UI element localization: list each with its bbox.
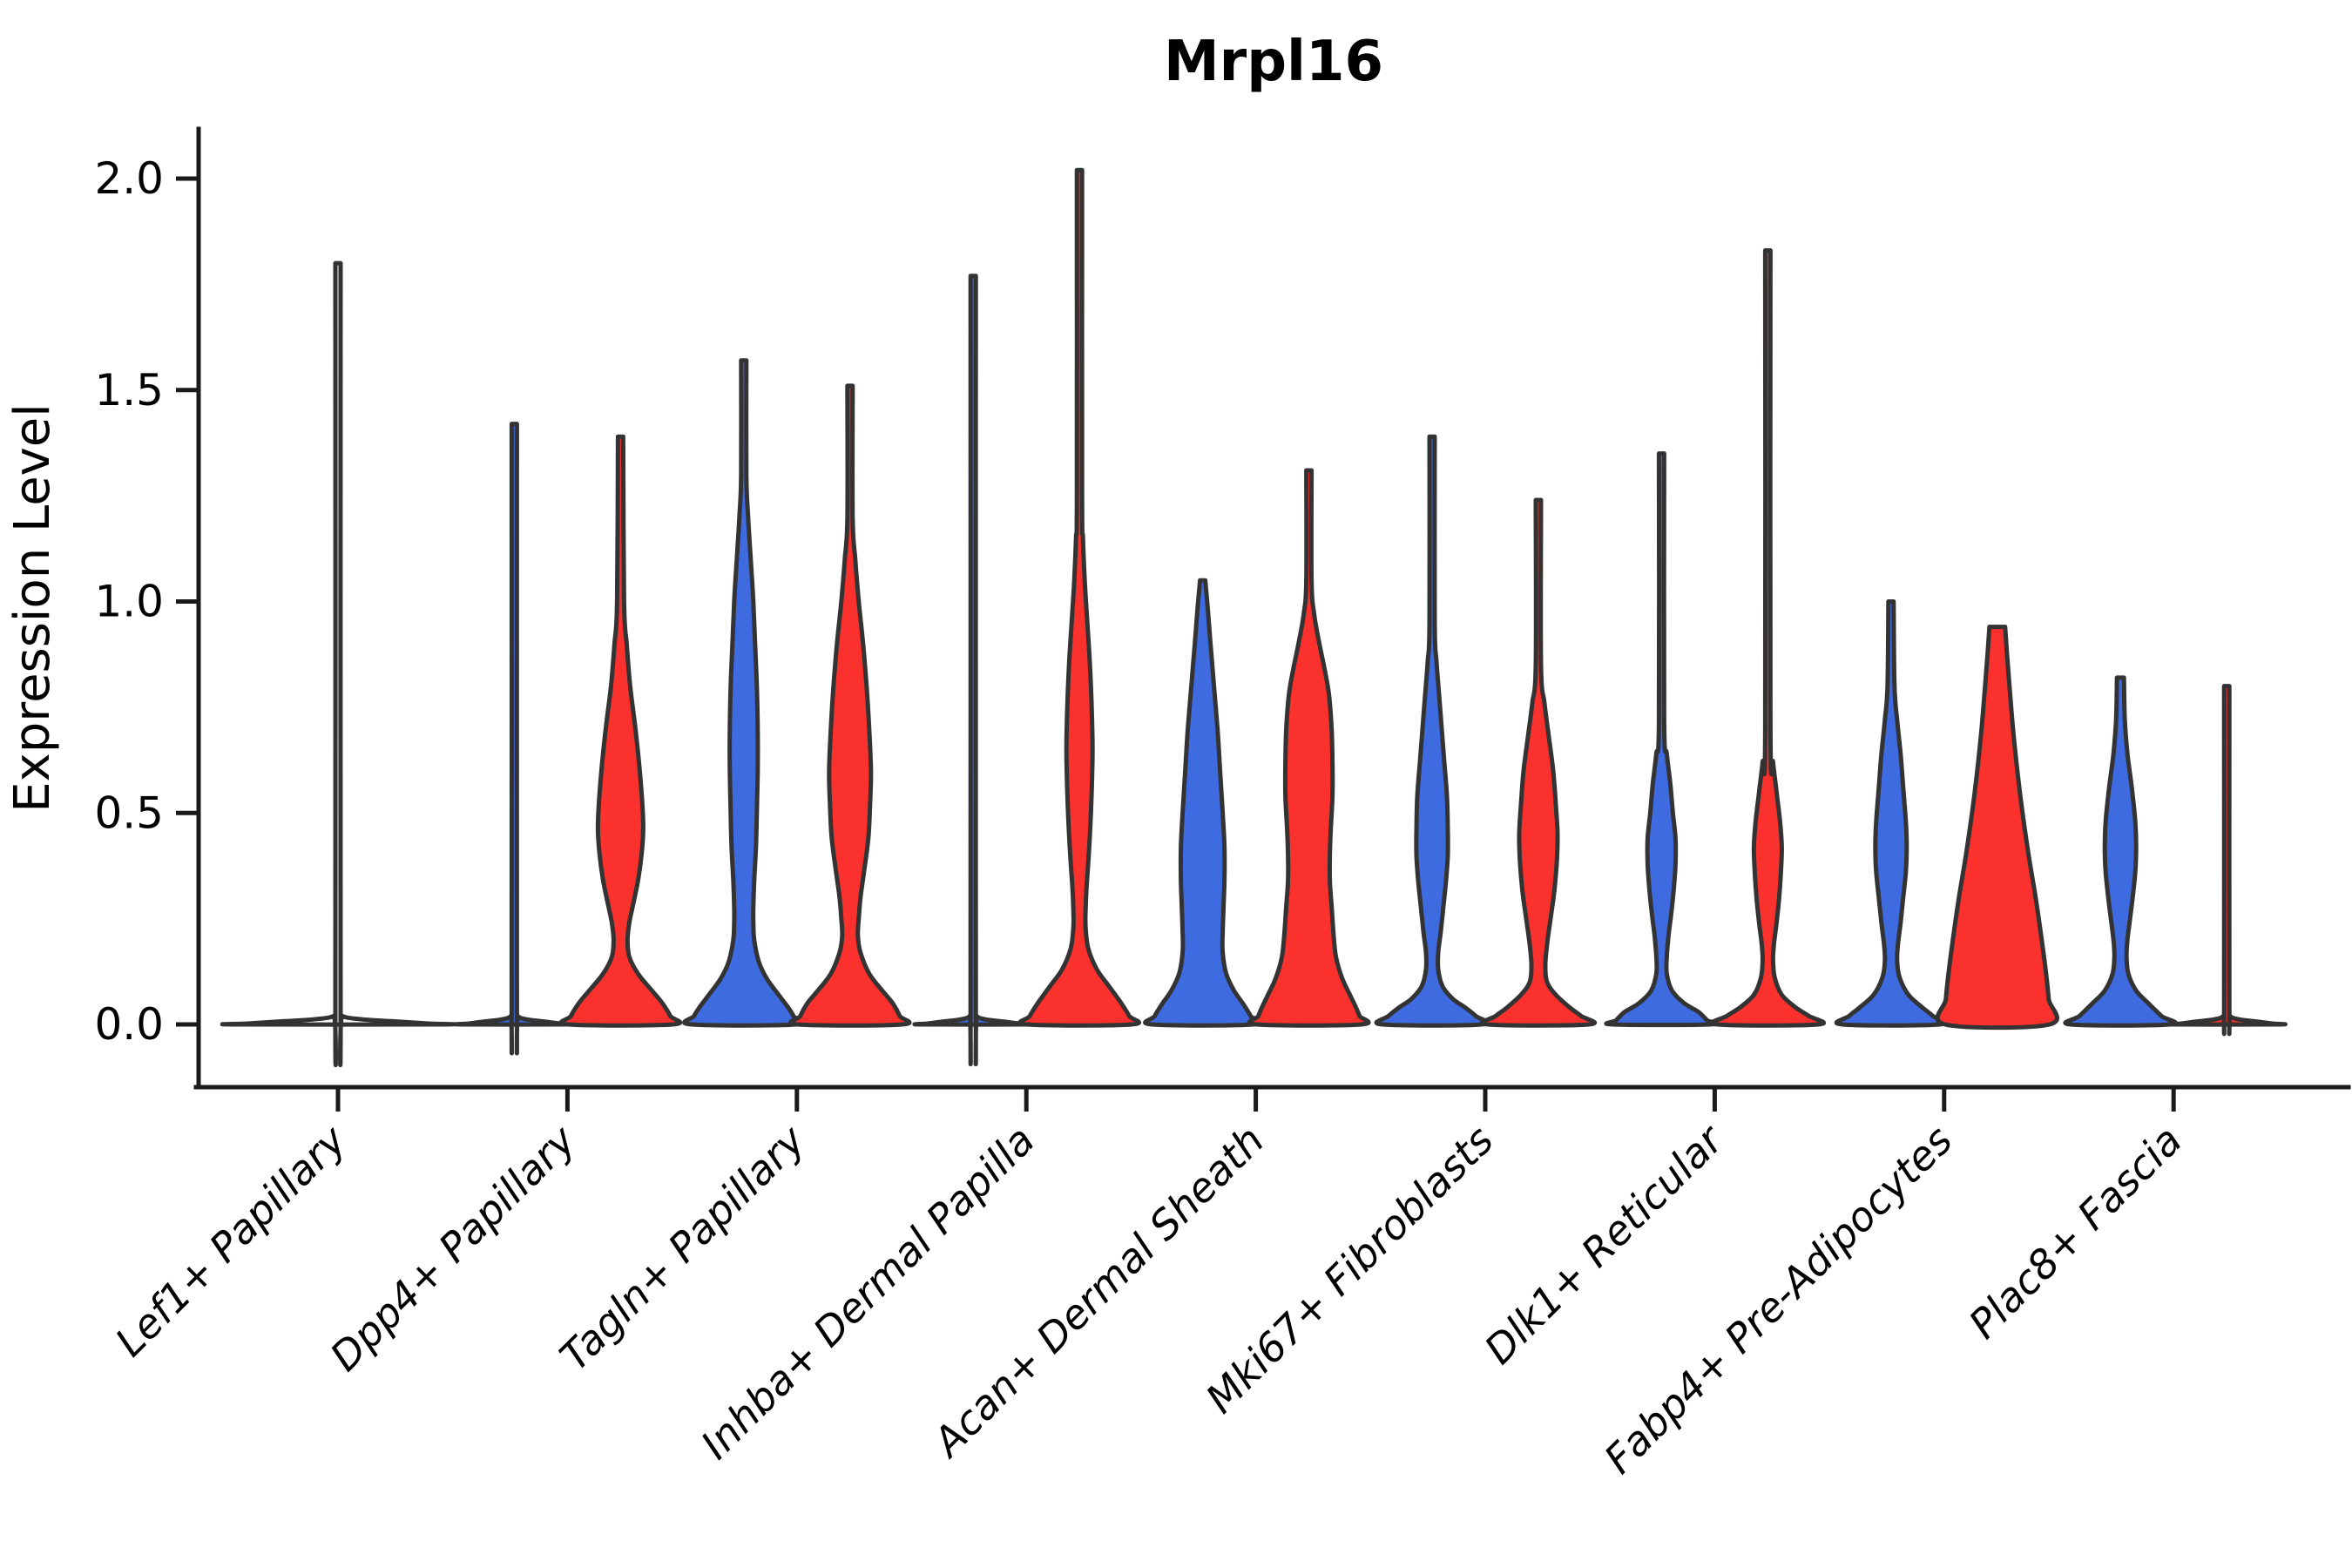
y-tick-label-0.0: 0.0 <box>94 999 164 1050</box>
violin-fabp4-pre-adipocytes-right <box>1935 625 2059 1031</box>
violin-plac8-fascia-left <box>2063 675 2179 1028</box>
x-tick-label-lef1-papillary: Lef1+ Papillary <box>106 1116 355 1365</box>
violin-mki67-fibroblasts-right <box>1479 497 1598 1028</box>
x-tick-label-dlk1-reticular: Dlk1+ Reticular <box>1476 1114 1734 1373</box>
x-tick-label-dpp4-papillary: Dpp4+ Papillary <box>321 1116 585 1380</box>
violins-layer <box>220 167 2288 1068</box>
y-tick-label-1.0: 1.0 <box>94 577 164 627</box>
y-axis-label: Expression Level <box>4 403 61 813</box>
violin-dpp4-papillary-left <box>453 422 576 1056</box>
violin-dlk1-reticular-left <box>1604 451 1720 1028</box>
violin-plac8-fascia-right <box>2166 684 2288 1037</box>
y-axis-ticks: 0.0 0.5 1.0 1.5 2.0 <box>94 153 199 1050</box>
x-tick-label-tagln-papillary: Tagln+ Papillary <box>551 1116 814 1380</box>
violin-inhba-dermal-papilla-right <box>1017 167 1141 1028</box>
violin-fabp4-pre-adipocytes-left <box>1834 599 1948 1028</box>
y-tick-label-2.0: 2.0 <box>94 153 164 204</box>
violin-dpp4-papillary-right <box>558 434 683 1028</box>
y-tick-label-1.5: 1.5 <box>94 365 164 416</box>
violin-acan-dermal-sheath-right <box>1247 468 1371 1028</box>
violin-tagln-papillary-left <box>682 358 806 1028</box>
y-tick-label-0.5: 0.5 <box>94 787 164 838</box>
violin-tagln-papillary-right <box>788 383 912 1028</box>
violin-lef1-papillary-full <box>220 260 456 1068</box>
violin-inhba-dermal-papilla-left <box>912 274 1034 1067</box>
plot-title: Mrpl16 <box>1164 30 1383 94</box>
violin-mki67-fibroblasts-left <box>1374 434 1490 1028</box>
violin-acan-dermal-sheath-left <box>1143 578 1262 1028</box>
violin-dlk1-reticular-right <box>1709 248 1827 1028</box>
x-tick-label-plac8-fascia: Plac8+ Fascia <box>1960 1117 2191 1348</box>
